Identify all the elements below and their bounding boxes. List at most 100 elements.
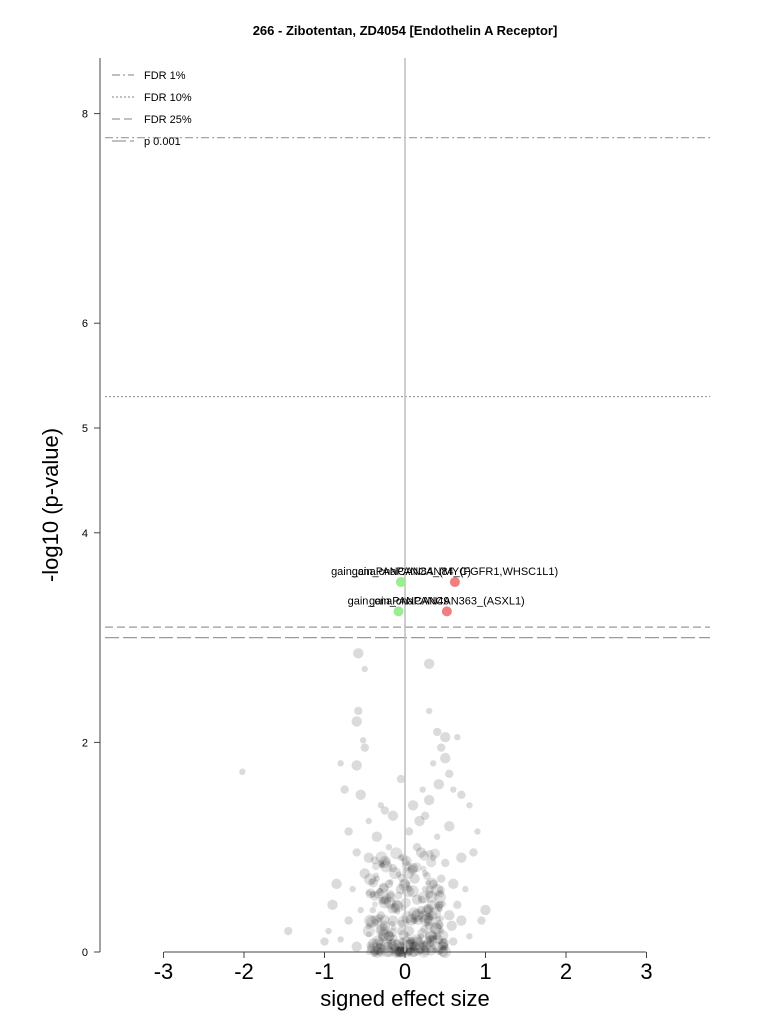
data-point — [434, 901, 441, 909]
data-point — [433, 932, 442, 941]
data-point — [354, 706, 363, 716]
data-point — [394, 891, 403, 900]
data-point — [349, 885, 356, 893]
data-point — [387, 903, 398, 914]
data-point — [421, 947, 430, 956]
hit-point-2 — [441, 606, 452, 617]
data-point — [425, 849, 434, 858]
data-point — [422, 913, 433, 924]
data-point — [426, 877, 439, 890]
data-point — [414, 937, 425, 948]
data-point — [427, 910, 438, 921]
data-point — [353, 648, 364, 659]
legend: FDR 1% FDR 10% FDR 25% p 0.001 — [112, 70, 192, 148]
data-point — [396, 926, 406, 936]
data-point — [433, 727, 442, 737]
data-point — [371, 918, 380, 927]
data-point — [387, 810, 399, 821]
data-point — [417, 910, 430, 923]
data-point — [425, 885, 434, 894]
data-point — [440, 942, 449, 951]
data-point — [372, 942, 379, 949]
data-point — [439, 937, 450, 948]
data-point — [383, 941, 394, 952]
data-point — [407, 800, 419, 811]
data-point — [379, 892, 392, 905]
data-point — [438, 915, 445, 922]
data-point — [428, 934, 435, 941]
data-point — [380, 895, 390, 904]
data-point — [387, 939, 398, 950]
data-point — [388, 863, 398, 873]
data-point — [386, 890, 395, 899]
data-point — [376, 911, 386, 920]
data-point — [420, 865, 427, 872]
data-point — [385, 844, 393, 851]
legend-label-1: FDR 10% — [144, 92, 192, 104]
data-point — [359, 737, 367, 744]
data-point — [420, 940, 433, 953]
data-point — [371, 831, 383, 842]
hit-point-3 — [393, 606, 404, 617]
data-point — [387, 941, 400, 954]
data-point — [421, 940, 429, 947]
data-point — [406, 945, 419, 958]
data-point — [440, 900, 447, 907]
chart-title: 266 - Zibotentan, ZD4054 [Endothelin A R… — [253, 23, 558, 38]
data-point — [403, 925, 415, 937]
data-point — [373, 875, 381, 882]
data-point — [398, 929, 409, 940]
y-tick-label: 5 — [82, 423, 88, 435]
y-ticks: 0 2 4 5 6 8 — [82, 109, 100, 959]
data-point — [395, 883, 407, 895]
data-point — [406, 885, 419, 898]
data-point — [426, 939, 435, 948]
data-point — [411, 936, 423, 947]
data-point — [436, 906, 443, 913]
data-point — [432, 941, 443, 952]
data-point — [340, 785, 349, 794]
data-point — [436, 889, 445, 898]
data-point — [438, 939, 449, 950]
data-point — [432, 933, 439, 940]
x-tick-label: -3 — [154, 959, 174, 984]
data-point — [408, 946, 415, 953]
data-point — [320, 937, 329, 946]
y-tick-label: 8 — [82, 109, 88, 121]
x-tick-label: 1 — [479, 959, 491, 984]
data-point — [407, 938, 416, 947]
y-tick-label: 2 — [82, 737, 88, 749]
data-point — [392, 939, 402, 948]
data-point — [425, 879, 432, 886]
data-point — [421, 904, 434, 917]
data-point — [327, 899, 338, 911]
data-point — [456, 852, 467, 863]
data-point — [404, 827, 414, 836]
data-point — [362, 925, 375, 938]
data-point — [434, 833, 441, 840]
data-point — [373, 946, 382, 955]
data-point — [368, 877, 379, 888]
data-point — [419, 913, 432, 926]
data-point — [379, 934, 386, 941]
x-tick-label: -2 — [234, 959, 254, 984]
data-point — [440, 938, 447, 945]
data-point — [369, 906, 376, 914]
data-point — [375, 888, 384, 897]
data-point — [410, 944, 417, 951]
data-point — [425, 931, 438, 944]
data-point — [410, 934, 423, 947]
data-point — [376, 939, 389, 952]
data-point — [435, 901, 444, 910]
data-point — [379, 941, 386, 948]
hit-point-0 — [449, 577, 460, 588]
data-point — [344, 827, 353, 836]
data-point — [433, 919, 444, 930]
legend-label-2: FDR 25% — [144, 114, 192, 126]
data-point — [425, 707, 433, 715]
data-point — [365, 817, 372, 825]
data-point — [373, 938, 381, 945]
hit-label-3: gain_cnaPANCAN49 — [348, 595, 450, 607]
data-point — [438, 930, 449, 941]
data-point — [424, 921, 434, 930]
